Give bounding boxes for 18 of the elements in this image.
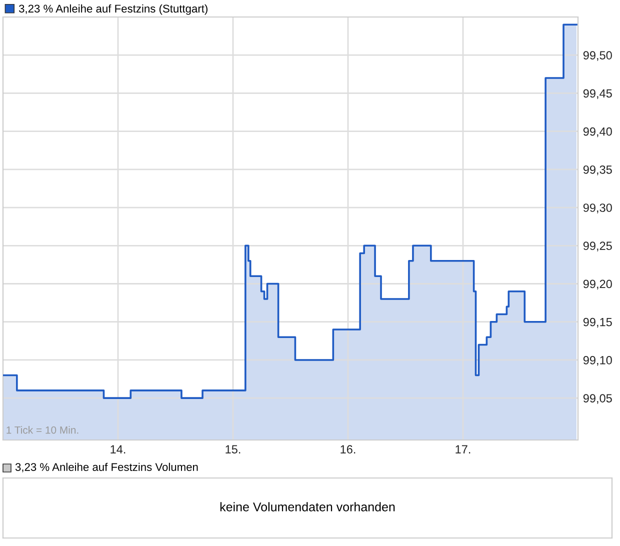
y-tick-label: 99,40 xyxy=(583,127,612,138)
x-tick-label: 17. xyxy=(456,445,470,454)
y-tick-label: 99,20 xyxy=(583,280,612,290)
y-tick-label: 99,25 xyxy=(583,242,612,252)
legend-label: 3,23 % Anleihe auf Festzins (Stuttgart) xyxy=(18,4,208,15)
text: keine Volumendaten vorhanden xyxy=(220,502,395,512)
y-tick-label: 99,45 xyxy=(583,89,612,100)
y-tick-label: 99,35 xyxy=(583,165,612,176)
x-tick-label: 14. xyxy=(110,445,126,454)
x-tick-label: 15. xyxy=(226,445,240,454)
annotation: 1 Tick = 10 Min. xyxy=(6,426,78,434)
y-tick-label: 99,05 xyxy=(583,394,612,404)
y-tick-label: 99,30 xyxy=(583,204,612,214)
y-tick-label: 99,15 xyxy=(583,318,612,328)
x-tick-label: 16. xyxy=(340,445,356,454)
y-tick-label: 99,50 xyxy=(583,51,612,61)
text: 3,23 % Anleihe auf Festzins Volumen xyxy=(15,462,198,472)
y-tick-label: 99,10 xyxy=(583,356,612,366)
